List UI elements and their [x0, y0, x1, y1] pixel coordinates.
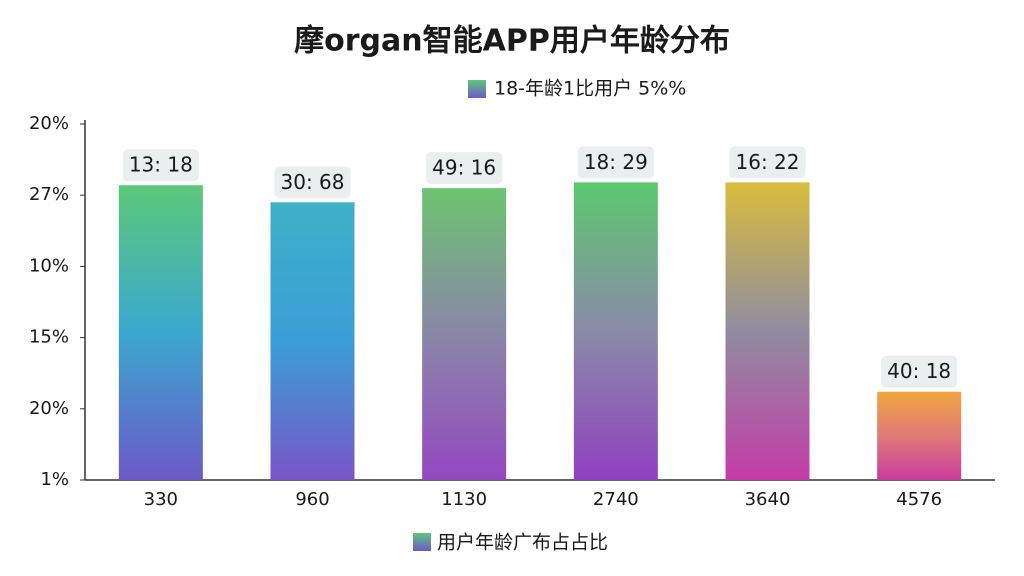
bar-label-box [122, 149, 199, 182]
chart-title: 摩organ智能APP用户年龄分布 [294, 24, 730, 59]
y-tick-label: 10% [29, 255, 69, 276]
x-tick-label: 960 [295, 489, 329, 510]
bar-label-box [274, 166, 351, 199]
bar [573, 182, 658, 480]
y-tick-label: 27% [29, 184, 69, 205]
x-tick-label: 330 [144, 489, 178, 510]
bar-label: 49: 16 [432, 156, 496, 180]
bar-label: 13: 18 [129, 153, 193, 177]
y-tick-label: 20% [29, 113, 69, 134]
bar [118, 185, 203, 480]
legend-swatch [468, 80, 486, 98]
x-tick-label: 3640 [745, 489, 791, 510]
bar-label: 30: 68 [281, 170, 345, 194]
bar [422, 188, 507, 480]
legend-annotation: 18-年龄1比用户 5%% [494, 78, 686, 100]
bar-label: 18: 29 [584, 150, 648, 174]
x-tick-label: 1130 [441, 489, 487, 510]
bar [725, 182, 810, 480]
x-tick-label: 2740 [593, 489, 639, 510]
legend-swatch [413, 533, 431, 551]
bar-label: 40: 18 [887, 359, 951, 383]
bar-label-box [577, 146, 654, 179]
bar-label-box [729, 146, 806, 179]
bar [877, 391, 962, 480]
bar-label-box [426, 152, 503, 185]
y-tick-label: 1% [40, 469, 69, 490]
x-tick-label: 4576 [896, 489, 942, 510]
legend-label: 用户年龄广布占占比 [437, 532, 608, 554]
bar-label-box [881, 355, 958, 388]
bar-label: 16: 22 [736, 150, 800, 174]
y-tick-label: 20% [29, 398, 69, 419]
y-tick-label: 15% [29, 327, 69, 348]
bar [270, 202, 355, 480]
